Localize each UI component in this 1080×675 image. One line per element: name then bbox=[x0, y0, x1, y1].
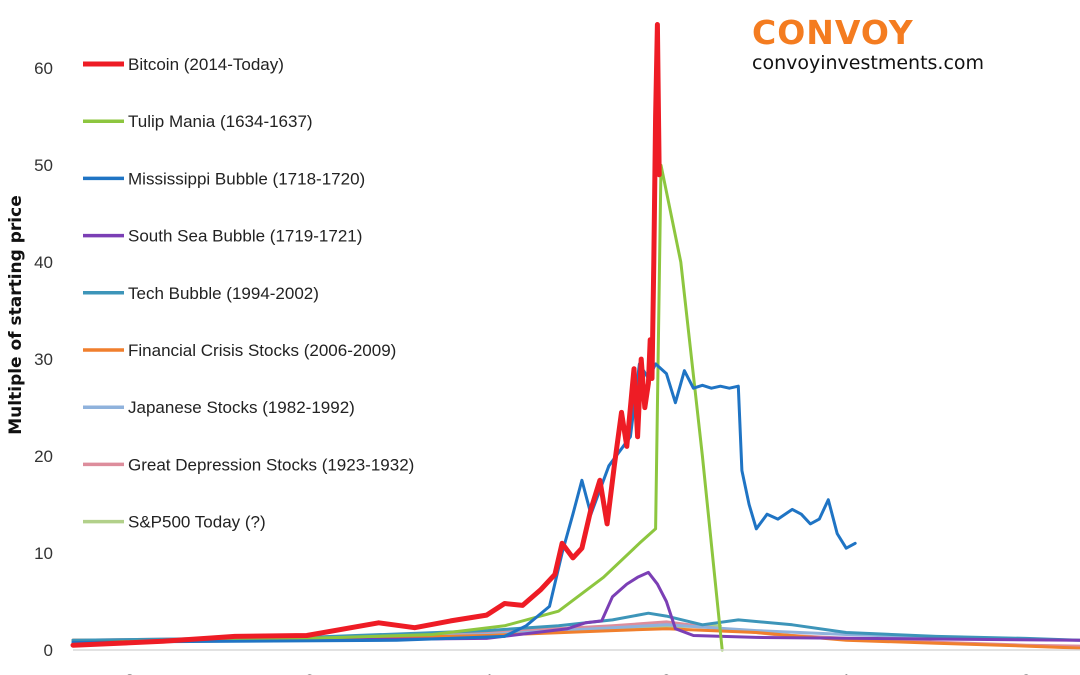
y-tick-label: 50 bbox=[34, 156, 53, 175]
series-line bbox=[71, 611, 1080, 642]
y-tick-label: 20 bbox=[34, 447, 53, 466]
x-axis-ticks: -3 -2 -1 0 1 2 bbox=[119, 671, 1030, 675]
series-line bbox=[71, 570, 1080, 644]
plot-series-group bbox=[70, 22, 1080, 652]
series-line bbox=[71, 163, 724, 652]
series-line bbox=[71, 362, 857, 644]
y-tick-label: 60 bbox=[34, 59, 53, 78]
legend-label: Bitcoin (2014-Today) bbox=[128, 55, 284, 74]
legend-label: South Sea Bubble (1719-1721) bbox=[128, 227, 362, 246]
legend-label: Mississippi Bubble (1718-1720) bbox=[128, 169, 365, 188]
series-line bbox=[70, 22, 662, 648]
y-axis-ticks: 0 10 20 30 40 50 60 bbox=[34, 59, 53, 660]
y-tick-label: 30 bbox=[34, 350, 53, 369]
y-axis-title: Multiple of starting price bbox=[6, 195, 26, 434]
brand-logo-convoy: CONVOY bbox=[752, 13, 914, 52]
legend-label: Tulip Mania (1634-1637) bbox=[128, 112, 313, 131]
y-tick-label: 40 bbox=[34, 253, 53, 272]
y-tick-label: 0 bbox=[44, 641, 53, 660]
y-tick-label: 10 bbox=[34, 544, 53, 563]
x-tick-label: -3 bbox=[119, 671, 134, 675]
legend-label: Financial Crisis Stocks (2006-2009) bbox=[128, 341, 396, 360]
x-tick-label: -2 bbox=[299, 671, 314, 675]
series-line bbox=[71, 627, 1080, 650]
x-tick-label: 2 bbox=[1021, 671, 1030, 675]
legend-label: Tech Bubble (1994-2002) bbox=[128, 284, 319, 303]
x-tick-label: 1 bbox=[841, 671, 850, 675]
brand-website: convoyinvestments.com bbox=[752, 52, 984, 74]
legend: Bitcoin (2014-Today) Tulip Mania (1634-16… bbox=[83, 55, 414, 532]
x-tick-label: 0 bbox=[662, 671, 671, 675]
legend-label: Japanese Stocks (1982-1992) bbox=[128, 398, 355, 417]
legend-label: Great Depression Stocks (1923-1932) bbox=[128, 455, 414, 474]
x-tick-label: -1 bbox=[479, 671, 494, 675]
legend-label: S&P500 Today (?) bbox=[128, 513, 266, 532]
